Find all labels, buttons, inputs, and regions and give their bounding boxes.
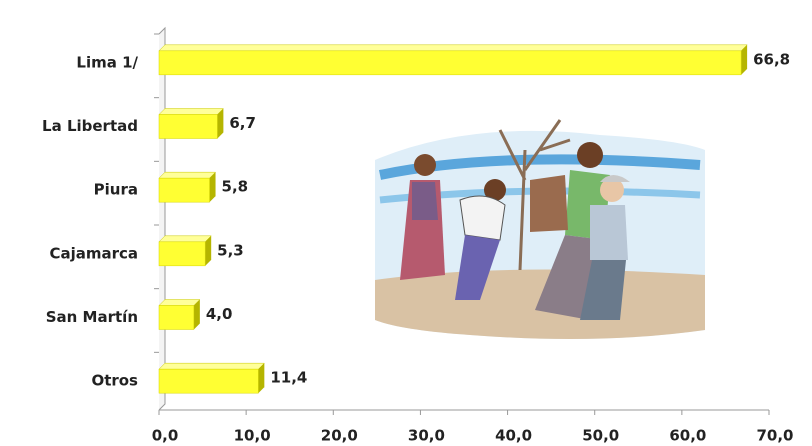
value-label: 11,4 (270, 369, 307, 387)
y-tick-label: Lima 1/ (76, 53, 138, 71)
bar (158, 368, 259, 394)
x-tick-label: 40,0 (495, 427, 532, 445)
y-tick-label: San Martín (46, 308, 138, 326)
value-label: 5,3 (217, 241, 244, 259)
x-tick-label: 0,0 (152, 427, 179, 445)
x-tick-label: 50,0 (582, 427, 619, 445)
value-label: 6,7 (229, 114, 256, 132)
x-tick-label: 30,0 (408, 427, 445, 445)
figure (455, 179, 506, 300)
bar (158, 114, 218, 139)
value-label: 66,8 (753, 50, 790, 68)
bar-top (158, 108, 224, 115)
bar-side (217, 108, 224, 139)
value-label: 4,0 (206, 305, 233, 323)
y-tick-label: Cajamarca (49, 244, 138, 262)
bar-side (193, 299, 200, 330)
bar-top (158, 235, 212, 243)
bar (158, 305, 195, 330)
bar-top (158, 299, 201, 306)
x-tick-label: 70,0 (756, 427, 793, 445)
y-tick-label: Otros (91, 372, 138, 390)
bar (158, 177, 210, 203)
bar-side (741, 44, 748, 75)
y-tick-label: Piura (94, 181, 138, 199)
axis-wall (158, 26, 166, 411)
illustration (375, 119, 705, 339)
x-tick-label: 20,0 (321, 427, 358, 445)
bar-side (209, 172, 216, 203)
x-tick-label: 60,0 (669, 427, 706, 445)
value-label: 5,8 (222, 178, 249, 196)
bar (158, 241, 206, 267)
figure (400, 154, 445, 280)
bar-top (158, 44, 748, 52)
y-tick-label: La Libertad (42, 117, 138, 135)
figure (580, 175, 630, 320)
x-tick-label: 10,0 (234, 427, 271, 445)
bar-side (205, 235, 212, 266)
bar-side (258, 363, 265, 394)
bar-top (158, 171, 217, 179)
bar (158, 50, 742, 76)
bar-top (158, 362, 265, 370)
